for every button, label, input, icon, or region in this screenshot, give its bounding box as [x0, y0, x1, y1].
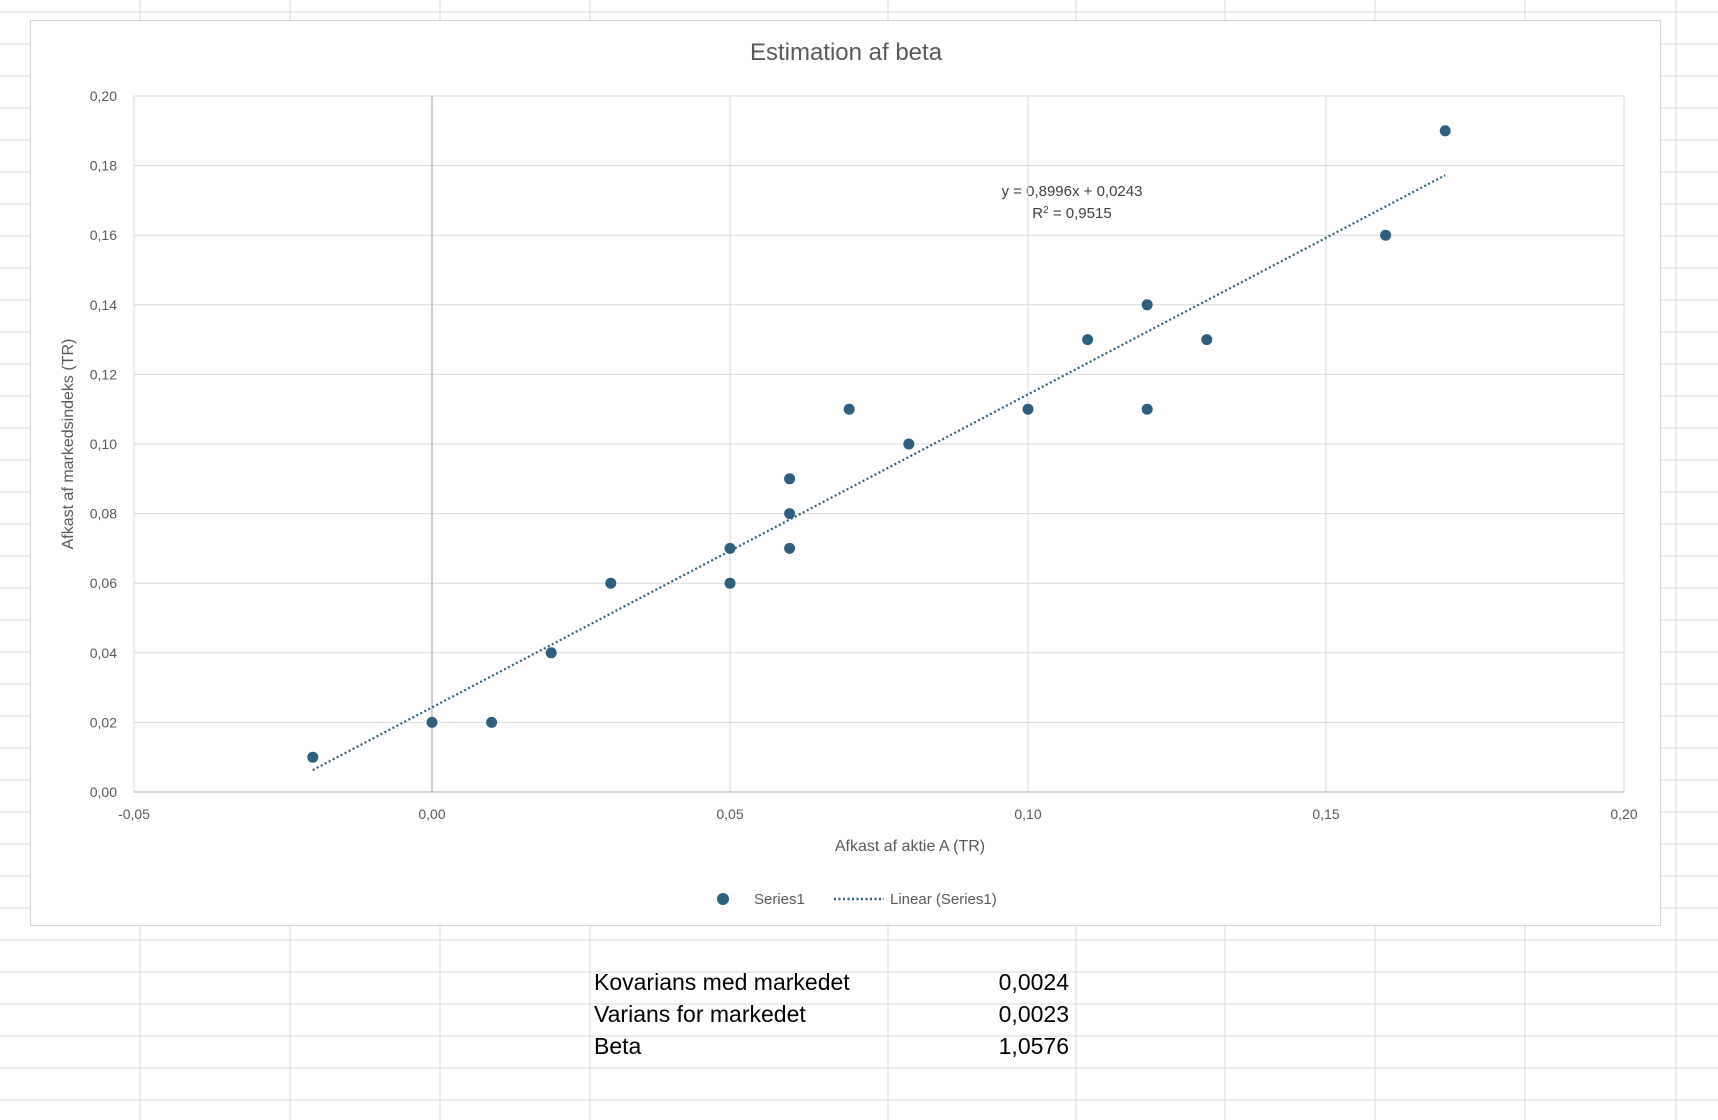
- y-tick-label: 0,10: [90, 436, 117, 452]
- data-point[interactable]: [903, 438, 915, 450]
- y-tick-label: 0,12: [90, 366, 117, 382]
- data-point[interactable]: [545, 647, 557, 659]
- data-point[interactable]: [784, 473, 796, 485]
- x-tick-label: 0,15: [1312, 806, 1339, 822]
- series1-points: [307, 125, 1451, 763]
- stats-label: Beta: [594, 1033, 642, 1059]
- x-axis-title: Afkast af aktie A (TR): [835, 838, 985, 855]
- legend-label-series1: Series1: [754, 891, 805, 908]
- data-point[interactable]: [1022, 403, 1034, 415]
- data-point[interactable]: [426, 716, 438, 728]
- trendline-equation: y = 0,8996x + 0,0243: [1002, 183, 1143, 200]
- x-tick-label: 0,05: [716, 806, 743, 822]
- data-point[interactable]: [1141, 403, 1153, 415]
- data-point[interactable]: [784, 508, 796, 520]
- chart-area[interactable]: Estimation af beta Afkast af aktie A (TR…: [30, 20, 1661, 926]
- data-point[interactable]: [1141, 299, 1153, 311]
- data-point[interactable]: [843, 403, 855, 415]
- x-tick-label: 0,10: [1014, 806, 1041, 822]
- stats-value: 0,0024: [998, 969, 1069, 995]
- data-point[interactable]: [486, 716, 498, 728]
- data-point[interactable]: [724, 542, 736, 554]
- stats-label: Kovarians med markedet: [594, 969, 850, 995]
- x-tick-label: 0,20: [1610, 806, 1637, 822]
- data-point[interactable]: [724, 577, 736, 589]
- y-axis-title: Afkast af markedsindeks (TR): [60, 339, 77, 550]
- chart-title: Estimation af beta: [750, 39, 943, 66]
- trendline-r-squared: R2 = 0,9515: [1032, 205, 1111, 223]
- y-tick-label: 0,14: [90, 297, 117, 313]
- stats-value: 1,0576: [998, 1033, 1069, 1059]
- legend-marker-series1: [717, 893, 729, 905]
- data-point[interactable]: [307, 751, 319, 763]
- data-point[interactable]: [1439, 125, 1451, 137]
- y-tick-label: 0,16: [90, 227, 117, 243]
- gridlines: [133, 95, 1625, 793]
- stats-label: Varians for markedet: [594, 1001, 806, 1027]
- data-point[interactable]: [1201, 334, 1213, 346]
- x-tick-label: 0,00: [418, 806, 445, 822]
- data-point[interactable]: [605, 577, 617, 589]
- y-tick-label: 0,20: [90, 88, 117, 104]
- scatter-chart: Estimation af beta Afkast af aktie A (TR…: [60, 39, 1638, 908]
- x-tick-label: -0,05: [118, 806, 150, 822]
- stats-value: 0,0023: [998, 1001, 1069, 1027]
- trendline: [312, 174, 1446, 772]
- y-tick-label: 0,04: [90, 645, 117, 661]
- y-tick-label: 0,00: [90, 784, 117, 800]
- legend-label-trendline: Linear (Series1): [890, 891, 997, 908]
- data-point[interactable]: [1380, 229, 1392, 241]
- y-tick-label: 0,06: [90, 575, 117, 591]
- data-point[interactable]: [784, 542, 796, 554]
- y-tick-label: 0,18: [90, 158, 117, 174]
- data-point[interactable]: [1082, 334, 1094, 346]
- y-tick-label: 0,02: [90, 714, 117, 730]
- legend[interactable]: Series1 Linear (Series1): [717, 891, 997, 908]
- y-tick-label: 0,08: [90, 506, 117, 522]
